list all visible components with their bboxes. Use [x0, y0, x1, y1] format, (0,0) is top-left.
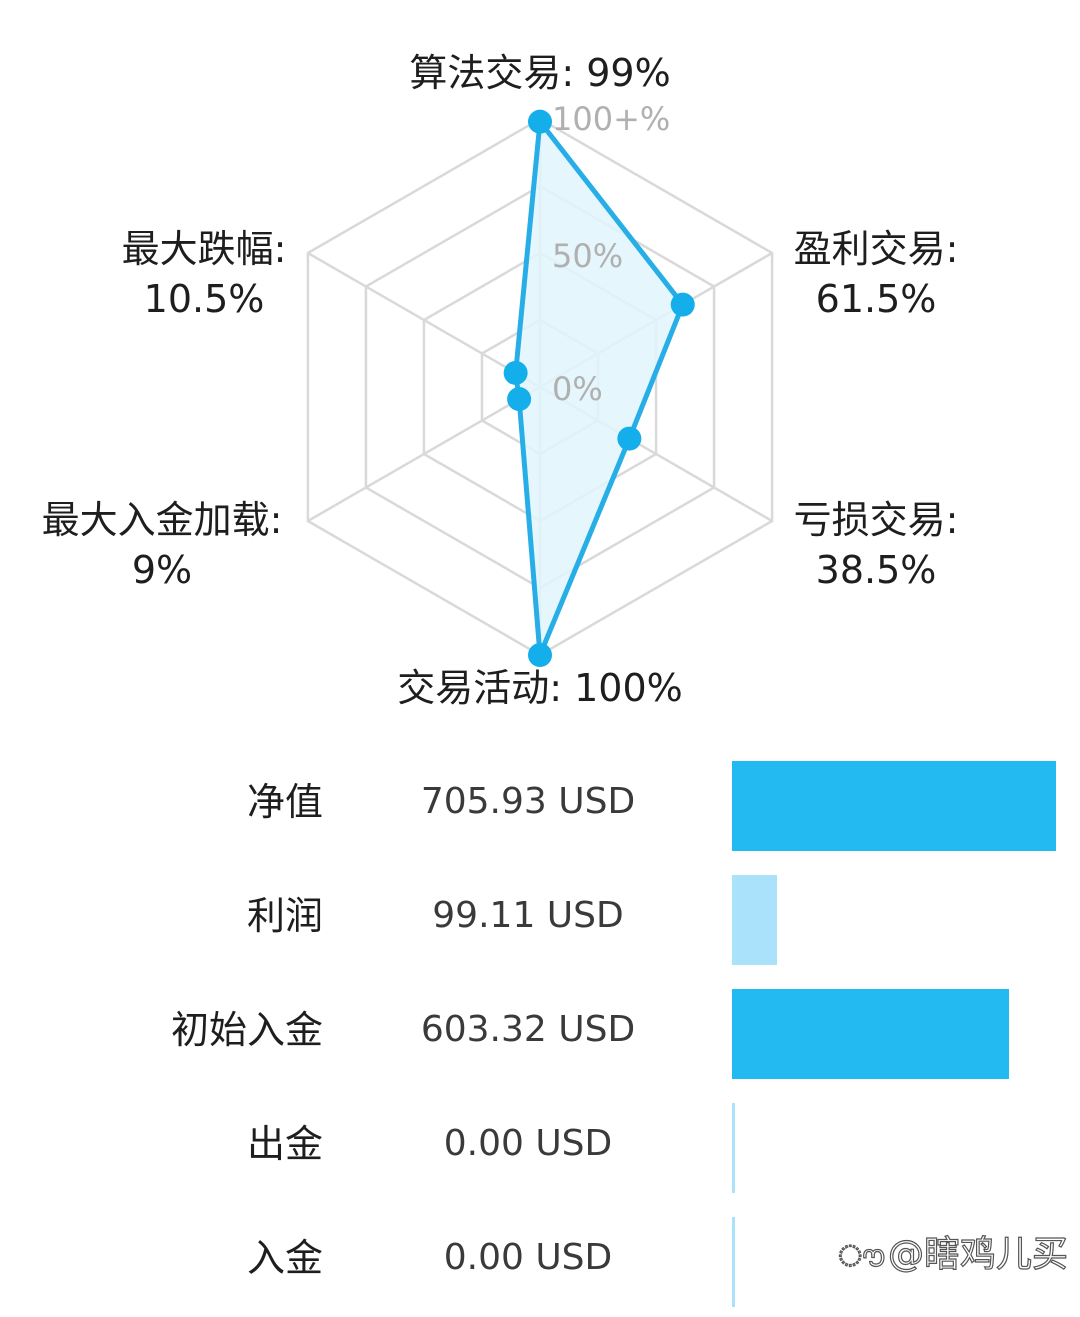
radar-axis-label: 最大跌幅:: [122, 227, 287, 271]
bar: [732, 989, 1009, 1079]
bar: [732, 875, 778, 965]
bar-label: 利润: [246, 894, 323, 938]
radar-spoke: [307, 251, 541, 389]
radar-ring-label: 100+%: [552, 100, 670, 138]
weibo-icon: ൗ: [838, 1238, 885, 1274]
bar-label: 净值: [246, 780, 323, 824]
summary-bar-chart: 净值 705.93 USD 利润 99.11 USD 初始入金 603.32 USD 出金 0…: [0, 745, 1080, 1315]
bar-value: 0.00 USD: [443, 1123, 613, 1164]
radar-ring-label: 0%: [552, 370, 603, 408]
bar-label: 出金: [246, 1122, 323, 1166]
bar: [732, 1103, 735, 1193]
bar-row: 净值 705.93 USD: [0, 745, 1080, 859]
radar-ring-label: 50%: [552, 237, 623, 275]
bar-row: 利润 99.11 USD: [0, 859, 1080, 973]
watermark-text: @瞎鸡儿买: [887, 1233, 1068, 1275]
bar: [732, 1217, 735, 1307]
radar-axis-value: 38.5%: [816, 548, 937, 592]
radar-point-6: [503, 360, 528, 385]
radar-series: [503, 109, 695, 667]
radar-ring-labels: 0% 50% 100+%: [552, 100, 670, 408]
radar-point-3: [617, 426, 642, 451]
watermark: ൗ @瞎鸡儿买: [838, 1225, 1069, 1277]
bar-label: 初始入金: [170, 1008, 323, 1052]
bar-label: 入金: [246, 1236, 323, 1280]
radar-point-2: [670, 292, 695, 317]
radar-axis-value: 9%: [132, 548, 192, 592]
radar-spoke: [307, 385, 541, 523]
bar-value: 705.93 USD: [420, 781, 636, 822]
radar-axis-value: 10.5%: [144, 277, 265, 321]
bar-row: 出金 0.00 USD: [0, 1087, 1080, 1201]
radar-axis-labels: 算法交易: 99% 盈利交易: 61.5% 亏损交易: 38.5% 交易活动: 100% 最…: [42, 51, 959, 710]
radar-axis-value: 61.5%: [816, 277, 937, 321]
radar-axis-label: 盈利交易:: [794, 227, 959, 271]
bar-value: 99.11 USD: [432, 895, 624, 936]
radar-chart: 0% 50% 100+% 算法交易: 99% 盈利交易: 61.5% 亏损交易: 38.5%…: [42, 51, 959, 710]
radar-point-1: [528, 109, 552, 134]
bar-value: 0.00 USD: [443, 1237, 613, 1278]
radar-axis-label: 亏损交易:: [794, 498, 959, 542]
radar-point-4: [528, 643, 552, 667]
bar-row: 入金 0.00 USD: [0, 1201, 1080, 1315]
bar-value: 603.32 USD: [420, 1009, 636, 1050]
bar: [732, 761, 1056, 851]
radar-axis-label: 算法交易: 99%: [409, 51, 670, 95]
radar-axis-label: 交易活动: 100%: [397, 666, 683, 710]
radar-point-5: [507, 387, 532, 412]
radar-axis-label: 最大入金加载:: [42, 498, 283, 542]
bar-row: 初始入金 603.32 USD: [0, 973, 1080, 1087]
